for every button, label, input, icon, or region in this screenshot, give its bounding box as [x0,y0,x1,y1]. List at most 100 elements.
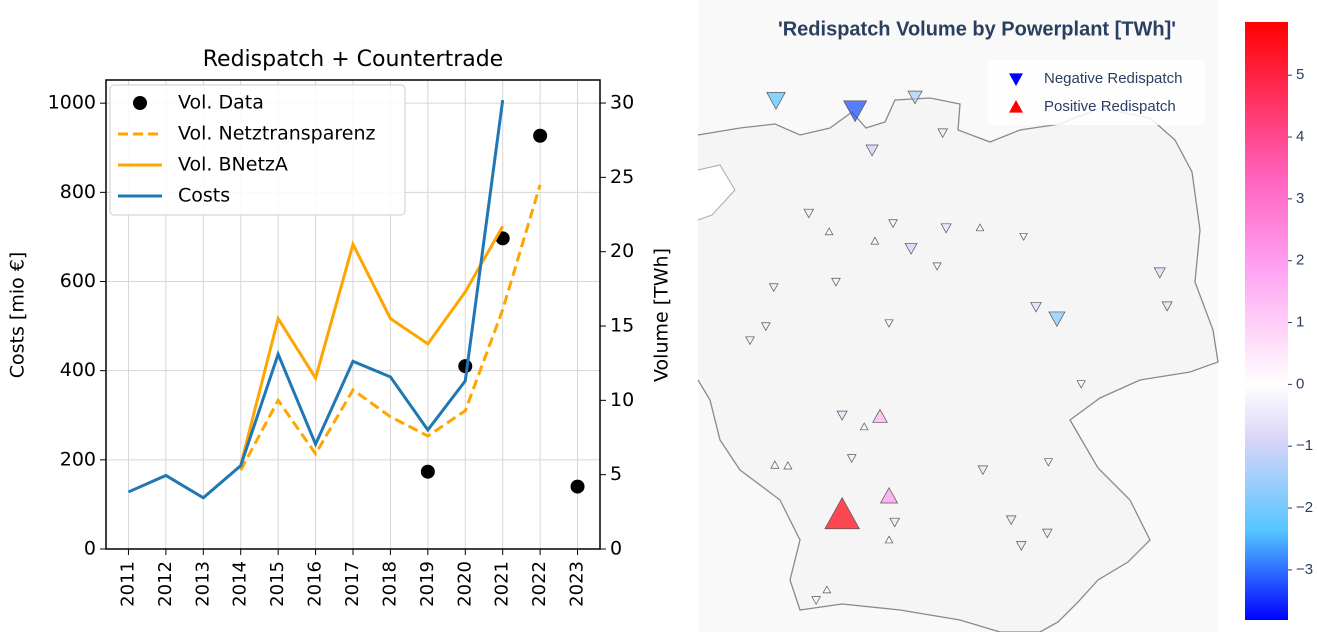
x-tick-label: 2019 [417,561,438,607]
powerplant-marker [907,90,923,105]
colorbar-tick-label: 2 [1296,252,1304,269]
y-tick-label: 0 [84,538,96,560]
colorbar-tick-label: 5 [1296,66,1304,83]
legend-box [109,84,406,216]
powerplant-marker [770,460,780,469]
y2-tick-label: 15 [610,315,634,337]
powerplant-marker [1041,528,1053,539]
chart-title: Redispatch + Countertrade [203,47,503,72]
powerplant-marker [768,283,779,293]
powerplant-marker [1161,301,1173,312]
y-axis-label: Costs [mio €] [7,252,29,379]
powerplant-marker [766,92,786,110]
colorbar-tick-label: −1 [1296,437,1313,454]
legend-label: Negative Redispatch [1044,70,1182,87]
x-tick-label: 2017 [342,561,363,607]
powerplant-marker [831,277,841,287]
series-line [239,184,542,471]
powerplant-marker [836,410,848,421]
powerplant-marker [977,465,989,476]
data-point [420,464,435,479]
powerplant-marker [904,242,918,255]
powerplant-marker [872,408,888,423]
x-tick-label: 2022 [529,561,550,607]
series-line [127,99,505,500]
plot-frame [105,79,601,550]
powerplant-marker [846,454,857,463]
y2-axis-label: Volume [TWh] [651,248,673,382]
y-tick-label: 800 [60,181,96,203]
powerplant-marker [865,144,879,157]
map-legend-box [988,60,1205,125]
powerplant-marker [1019,233,1028,241]
x-tick-label: 2016 [305,561,326,607]
colorbar-tick-label: 3 [1296,190,1304,207]
powerplant-marker [1030,302,1042,313]
colorbar [1245,22,1288,620]
powerplant-marker [940,223,952,234]
powerplant-marker [803,208,815,219]
powerplant-marker [760,322,771,332]
x-tick-label: 2012 [155,561,176,607]
colorbar-tick-label: 4 [1296,128,1304,145]
powerplant-marker [783,461,793,470]
legend-label: Vol. Data [178,92,264,114]
colorbar-tick-label: 0 [1296,375,1304,392]
y2-tick-label: 5 [610,463,622,485]
legend-label: Vol. Netztransparenz [178,123,376,145]
powerplant-marker [884,319,894,328]
colorbar-tick-label: 1 [1296,314,1304,331]
y2-tick-label: 30 [610,92,634,114]
powerplant-marker [811,596,821,605]
y-tick-label: 600 [60,270,96,292]
powerplant-marker [824,227,834,236]
powerplant-marker [843,100,868,123]
legend-label: Vol. BNetzA [178,154,288,176]
legend-marker [1009,100,1023,113]
colorbar-tick-label: −3 [1296,561,1313,578]
powerplant-marker [1048,311,1066,328]
x-tick-label: 2021 [492,561,513,607]
y2-tick-label: 25 [610,166,634,188]
legend-label: Positive Redispatch [1044,98,1176,115]
legend-marker [1009,73,1023,86]
x-tick-label: 2015 [267,561,288,607]
data-point [533,128,548,143]
powerplant-marker [932,262,942,271]
powerplant-marker [937,128,949,139]
colorbar-tick-label: −2 [1296,499,1313,516]
y-tick-label: 200 [60,448,96,470]
powerplant-marker [1005,515,1017,526]
powerplant-marker [1076,380,1086,389]
legend-marker [133,96,147,110]
powerplant-marker [1043,458,1054,467]
y-tick-label: 400 [60,359,96,381]
powerplant-marker [879,487,899,504]
powerplant-marker [884,535,894,544]
y2-tick-label: 20 [610,240,634,262]
powerplant-marker [1153,267,1166,279]
data-point [570,479,585,494]
powerplant-marker [1015,541,1027,551]
series-line [239,225,504,466]
coastline [697,164,736,221]
x-tick-label: 2018 [379,561,400,607]
x-tick-label: 2020 [454,561,475,607]
powerplant-marker [870,236,880,245]
y2-tick-label: 0 [610,538,622,560]
x-tick-label: 2013 [192,561,213,607]
map-title: 'Redispatch Volume by Powerplant [TWh]' [778,18,1176,40]
x-tick-label: 2014 [230,561,251,607]
y-tick-label: 1000 [48,92,96,114]
legend-label: Costs [178,185,230,207]
powerplant-marker [824,496,860,530]
powerplant-marker [888,219,898,229]
powerplant-marker [889,517,901,528]
y2-tick-label: 10 [610,389,634,411]
powerplant-marker [859,422,869,431]
powerplant-marker [822,585,832,594]
x-tick-label: 2011 [117,561,138,607]
powerplant-marker [745,336,755,346]
x-tick-label: 2023 [567,561,588,607]
powerplant-marker [975,223,985,232]
